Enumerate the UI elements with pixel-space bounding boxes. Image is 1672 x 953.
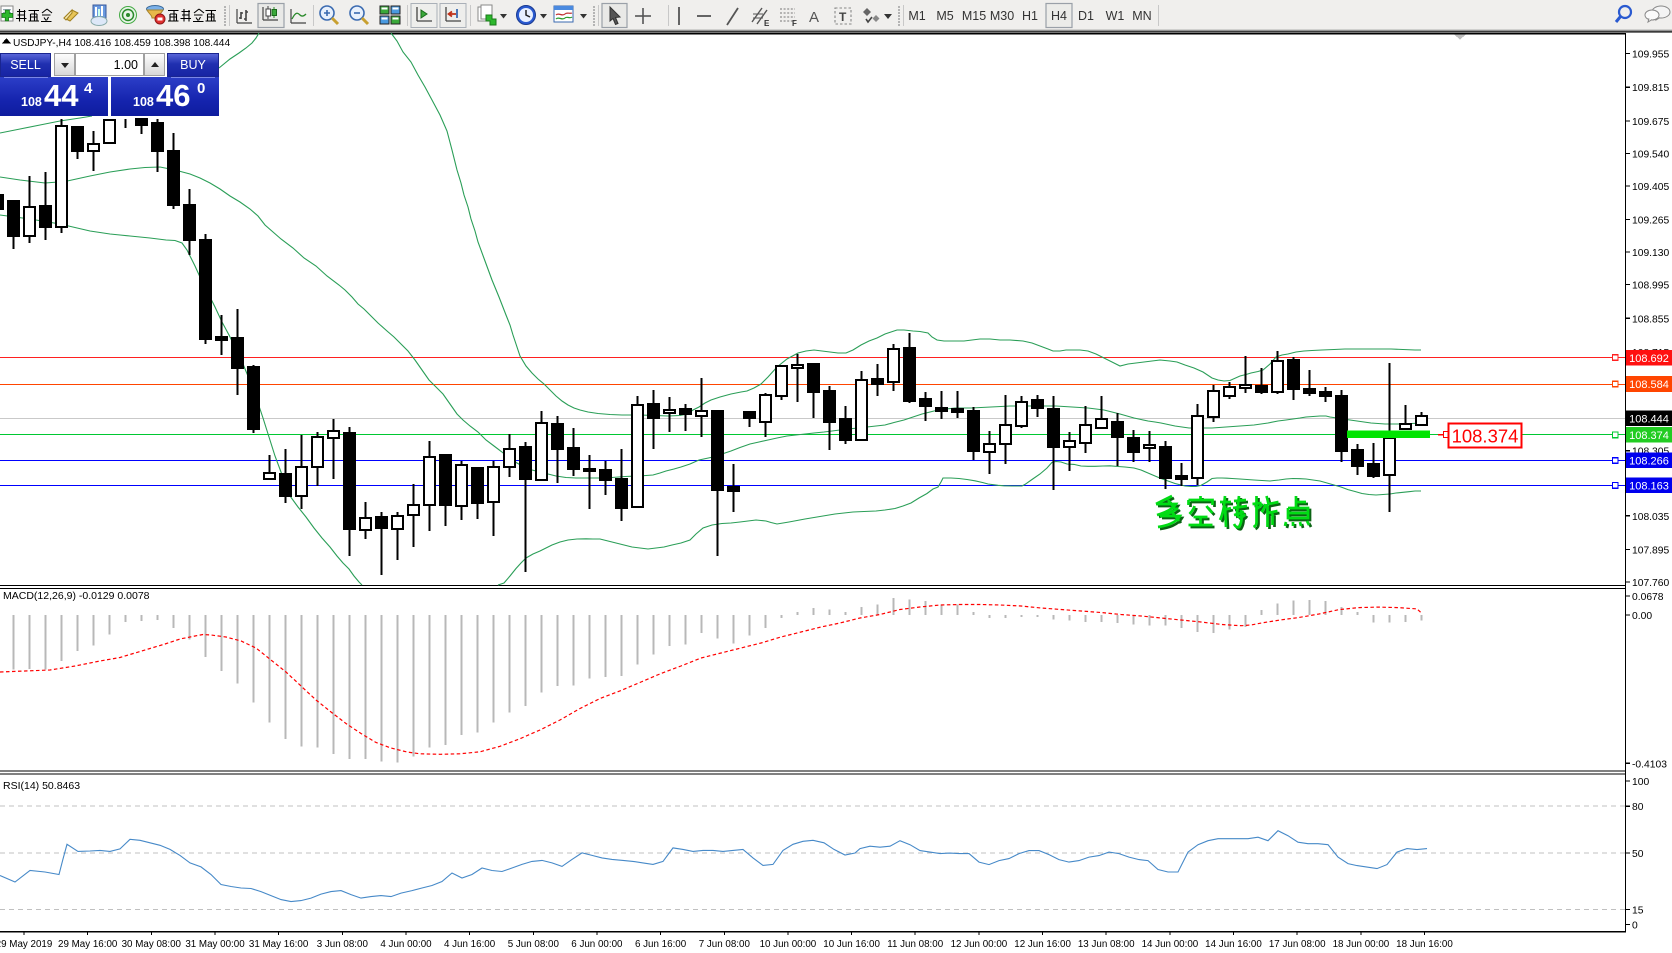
svg-text:T: T xyxy=(839,10,847,24)
svg-text:109.955: 109.955 xyxy=(1632,50,1669,61)
svg-text:108.163: 108.163 xyxy=(1629,481,1669,493)
svg-text:109.265: 109.265 xyxy=(1632,216,1669,227)
svg-text:12 Jun 16:00: 12 Jun 16:00 xyxy=(1014,939,1071,950)
svg-text:108.584: 108.584 xyxy=(1629,379,1669,391)
svg-text:10 Jun 16:00: 10 Jun 16:00 xyxy=(823,939,880,950)
svg-text:13 Jun 08:00: 13 Jun 08:00 xyxy=(1078,939,1135,950)
svg-text:107.760: 107.760 xyxy=(1632,578,1669,589)
svg-text:MN: MN xyxy=(1132,9,1151,23)
svg-text:4 Jun 00:00: 4 Jun 00:00 xyxy=(380,939,432,950)
svg-text:12 Jun 00:00: 12 Jun 00:00 xyxy=(951,939,1008,950)
svg-text:7 Jun 08:00: 7 Jun 08:00 xyxy=(699,939,751,950)
svg-text:E: E xyxy=(764,19,770,28)
svg-text:0.00: 0.00 xyxy=(1632,611,1652,622)
svg-text:A: A xyxy=(809,9,819,26)
svg-text:108.444: 108.444 xyxy=(1629,414,1669,426)
svg-text:H1: H1 xyxy=(1022,9,1038,23)
svg-text:108.995: 108.995 xyxy=(1632,281,1669,292)
svg-text:0.0678: 0.0678 xyxy=(1632,592,1664,603)
svg-text:18 Jun 00:00: 18 Jun 00:00 xyxy=(1333,939,1390,950)
svg-text:30 May 08:00: 30 May 08:00 xyxy=(122,939,182,950)
svg-text:M1: M1 xyxy=(908,9,925,23)
svg-text:80: 80 xyxy=(1632,802,1644,813)
svg-text:6 Jun 16:00: 6 Jun 16:00 xyxy=(635,939,687,950)
svg-text:-0.4103: -0.4103 xyxy=(1632,759,1667,770)
svg-text:107.895: 107.895 xyxy=(1632,546,1669,557)
svg-text:108.374: 108.374 xyxy=(1452,426,1519,447)
svg-text:F: F xyxy=(792,19,797,28)
svg-text:31 May 16:00: 31 May 16:00 xyxy=(249,939,309,950)
svg-text:4 Jun 16:00: 4 Jun 16:00 xyxy=(444,939,496,950)
svg-text:108.266: 108.266 xyxy=(1629,456,1669,468)
svg-text:108.855: 108.855 xyxy=(1632,314,1669,325)
svg-text:RSI(14) 50.8463: RSI(14) 50.8463 xyxy=(3,780,80,792)
svg-text:5 Jun 08:00: 5 Jun 08:00 xyxy=(508,939,560,950)
svg-text:108.692: 108.692 xyxy=(1629,353,1669,365)
svg-text:M5: M5 xyxy=(936,9,953,23)
svg-text:29 May 16:00: 29 May 16:00 xyxy=(58,939,118,950)
svg-text:109.540: 109.540 xyxy=(1632,149,1669,160)
svg-text:29 May 2019: 29 May 2019 xyxy=(0,939,52,950)
svg-text:6 Jun 00:00: 6 Jun 00:00 xyxy=(571,939,623,950)
svg-text:18 Jun 16:00: 18 Jun 16:00 xyxy=(1396,939,1453,950)
svg-text:H4: H4 xyxy=(1051,9,1067,23)
svg-text:108.374: 108.374 xyxy=(1629,430,1669,442)
svg-text:108.035: 108.035 xyxy=(1632,512,1669,523)
svg-text:M30: M30 xyxy=(990,9,1014,23)
svg-text:3 Jun 08:00: 3 Jun 08:00 xyxy=(317,939,369,950)
svg-text:10 Jun 00:00: 10 Jun 00:00 xyxy=(760,939,817,950)
svg-text:17 Jun 08:00: 17 Jun 08:00 xyxy=(1269,939,1326,950)
svg-text:100: 100 xyxy=(1632,777,1649,788)
svg-text:50: 50 xyxy=(1632,849,1644,860)
svg-text:108.305: 108.305 xyxy=(1632,447,1669,458)
svg-text:M15: M15 xyxy=(962,9,986,23)
svg-text:109.130: 109.130 xyxy=(1632,248,1669,259)
svg-text:15: 15 xyxy=(1632,906,1644,917)
svg-text:109.675: 109.675 xyxy=(1632,117,1669,128)
svg-text:USDJPY-,H4 108.416 108.459 10: USDJPY-,H4 108.416 108.459 108.398 108.4… xyxy=(13,38,230,49)
svg-text:0: 0 xyxy=(1632,921,1638,932)
svg-text:31 May 00:00: 31 May 00:00 xyxy=(185,939,245,950)
svg-text:109.815: 109.815 xyxy=(1632,83,1669,94)
svg-text:109.405: 109.405 xyxy=(1632,182,1669,193)
svg-text:14 Jun 00:00: 14 Jun 00:00 xyxy=(1142,939,1199,950)
svg-text:W1: W1 xyxy=(1106,9,1125,23)
svg-text:MACD(12,26,9) -0.0129 0.0078: MACD(12,26,9) -0.0129 0.0078 xyxy=(3,590,150,602)
svg-text:D1: D1 xyxy=(1078,9,1094,23)
svg-text:14 Jun 16:00: 14 Jun 16:00 xyxy=(1205,939,1262,950)
svg-text:11 Jun 08:00: 11 Jun 08:00 xyxy=(887,939,943,950)
